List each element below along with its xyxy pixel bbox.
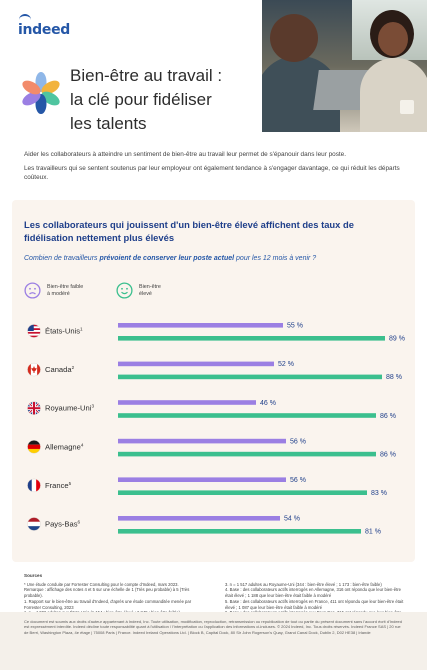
flag-border: [27, 401, 41, 415]
category-label: États-Unis1: [45, 327, 83, 336]
intro-text: Aider les collaborateurs à atteindre un …: [24, 150, 408, 187]
footnote-ref: 3: [91, 404, 94, 409]
smile-face-icon: [116, 282, 133, 299]
data-label: 55 %: [287, 323, 303, 330]
hero-photo: [262, 0, 427, 132]
data-label: 56 %: [290, 438, 306, 445]
legend-item-low: Bien-être faible à modéré: [24, 282, 83, 299]
bar-low-wellbeing: [118, 323, 283, 328]
bar-low-wellbeing: [118, 516, 280, 521]
data-label: 56 %: [290, 477, 306, 484]
bar-high-wellbeing: [118, 374, 382, 380]
flag-fr-icon: [27, 478, 41, 493]
legend-high-line1: Bien-être: [139, 283, 161, 290]
source-note: * Une étude conduite par Forrester Consu…: [24, 581, 179, 587]
flag-border: [27, 324, 41, 338]
bar-high-wellbeing: [118, 529, 361, 534]
indeed-logo[interactable]: indeed: [18, 22, 70, 38]
header: indeed Bien-être au travail : la clé pou…: [0, 0, 427, 140]
data-label: 83 %: [371, 490, 387, 497]
category-label: Allemagne4: [45, 442, 84, 451]
sources-title: Sources: [24, 573, 43, 578]
source-note: 4. Base : des collaborateurs actifs inte…: [225, 587, 401, 599]
data-label: 89 %: [389, 336, 405, 343]
flag-border: [27, 517, 41, 531]
chart-title: Les collaborateurs qui jouissent d'un bi…: [24, 219, 354, 243]
logo-arc-icon: [19, 14, 31, 22]
data-label: 81 %: [365, 529, 381, 536]
legend-high-line2: élevé: [139, 290, 152, 297]
data-label: 86 %: [380, 413, 396, 420]
source-note: 3. n = 1 517 adultes au Royaume-Uni (344…: [225, 581, 382, 587]
category-label: Royaume-Uni3: [45, 404, 94, 413]
category-label: Pays-Bas6: [45, 520, 81, 529]
legend-low-line1: Bien-être faible: [47, 283, 84, 290]
flag-nl-icon: [27, 517, 41, 531]
chart-question: Combien de travailleurs prévoient de con…: [24, 255, 317, 262]
data-label: 46 %: [260, 400, 276, 407]
category-label: France5: [45, 481, 72, 490]
flag-border: [27, 362, 41, 377]
flag-ca-icon: [27, 362, 41, 377]
footnote-ref: 1: [80, 327, 83, 332]
category-label: Canada2: [45, 365, 75, 374]
footnote-ref: 4: [81, 442, 84, 447]
flag-de-icon: [27, 440, 41, 454]
bar-low-wellbeing: [118, 400, 256, 405]
source-note: 5. Base : des collaborateurs actifs inte…: [225, 598, 404, 610]
bar-high-wellbeing: [118, 490, 367, 495]
flower-logo-icon: [22, 72, 60, 114]
data-label: 54 %: [284, 516, 300, 523]
footnote-ref: 6: [78, 520, 81, 525]
bar-low-wellbeing: [118, 361, 274, 367]
bar-low-wellbeing: [118, 438, 286, 444]
bar-high-wellbeing: [118, 413, 376, 418]
flag-us-icon: [27, 324, 41, 338]
footnote-ref: 5: [69, 481, 72, 486]
chart-panel: [12, 200, 415, 562]
bar-low-wellbeing: [118, 477, 286, 482]
legend-item-high: Bien-être élevé: [116, 282, 161, 299]
frown-face-icon: [24, 282, 41, 299]
footer-text: Ce document est soumis aux droits d'aute…: [24, 619, 402, 635]
footnote-ref: 2: [72, 365, 75, 370]
page-title: Bien-être au travail : la clé pour fidél…: [70, 66, 223, 133]
source-note: 1. Rapport sur le bien-être au travail d…: [24, 598, 192, 610]
data-label: 52 %: [278, 361, 294, 368]
legend-low-line2: à modéré: [47, 290, 70, 297]
flag-border: [27, 440, 41, 454]
intro-paragraph-2: Les travailleurs qui se sentent soutenus…: [24, 164, 400, 182]
footer-legal: Ce document est soumis aux droits d'aute…: [0, 612, 427, 670]
source-note: Remarque : affichage des notes 4 et 5 su…: [24, 587, 190, 599]
data-label: 88 %: [386, 374, 402, 381]
bar-high-wellbeing: [118, 451, 376, 457]
flag-border: [27, 478, 41, 493]
flag-uk-icon: [27, 401, 41, 415]
intro-paragraph-1: Aider les collaborateurs à atteindre un …: [24, 151, 347, 158]
bar-high-wellbeing: [118, 336, 385, 341]
data-label: 86 %: [380, 451, 396, 458]
